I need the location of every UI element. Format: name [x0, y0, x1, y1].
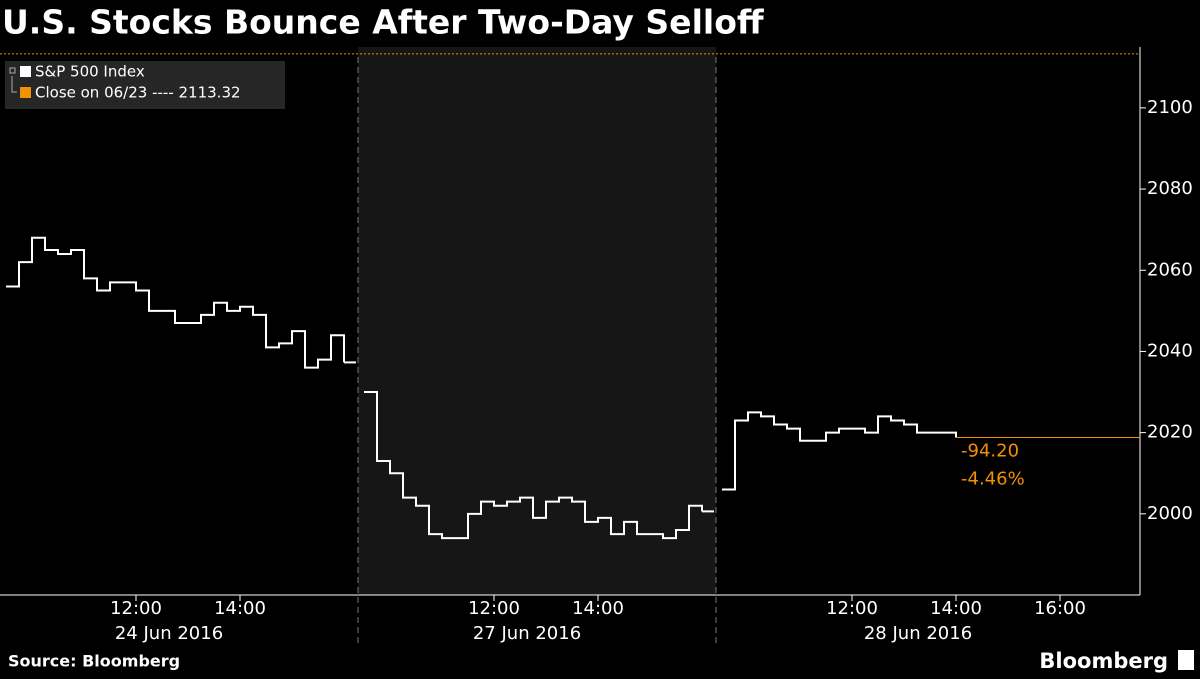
price-line	[364, 391, 703, 540]
y-tick-label: 2080	[1147, 178, 1193, 199]
y-tick-label: 2020	[1147, 422, 1193, 443]
x-tick-label: 14:00	[930, 598, 982, 619]
brand: Bloomberg	[1039, 649, 1168, 673]
y-tick-label: 2100	[1147, 97, 1193, 118]
y-tick-label: 2060	[1147, 259, 1193, 280]
legend-icon	[9, 67, 17, 93]
y-tick-label: 2000	[1147, 503, 1193, 524]
brand-icon	[1178, 650, 1194, 670]
legend-swatch	[20, 66, 31, 77]
legend-box	[5, 61, 285, 109]
plot-area: 2000 2020 2040 2060 2080 2100 12:00 14:00 24 Jun…	[0, 47, 1193, 645]
chart-title: U.S. Stocks Bounce After Two-Day Selloff	[2, 3, 765, 42]
price-line	[722, 411, 957, 491]
x-tick-label: 12:00	[468, 598, 520, 619]
x-tick-label: 16:00	[1034, 598, 1086, 619]
price-line	[6, 236, 345, 369]
y-tick-label: 2040	[1147, 340, 1193, 361]
x-tick-label: 12:00	[110, 598, 162, 619]
legend-label: Close on 06/23 ---- 2113.32	[35, 84, 241, 102]
source: Source: Bloomberg	[8, 652, 180, 671]
legend-label: S&P 500 Index	[35, 63, 145, 81]
change-label: -94.20	[961, 441, 1019, 462]
date-label: 27 Jun 2016	[473, 623, 581, 644]
change-label: -4.46%	[961, 469, 1025, 490]
x-tick-label: 14:00	[214, 598, 266, 619]
date-label: 28 Jun 2016	[864, 623, 972, 644]
day-shade	[358, 47, 716, 595]
date-label: 24 Jun 2016	[115, 623, 223, 644]
legend-swatch	[20, 87, 31, 98]
x-tick-label: 14:00	[572, 598, 624, 619]
x-tick-label: 12:00	[826, 598, 878, 619]
